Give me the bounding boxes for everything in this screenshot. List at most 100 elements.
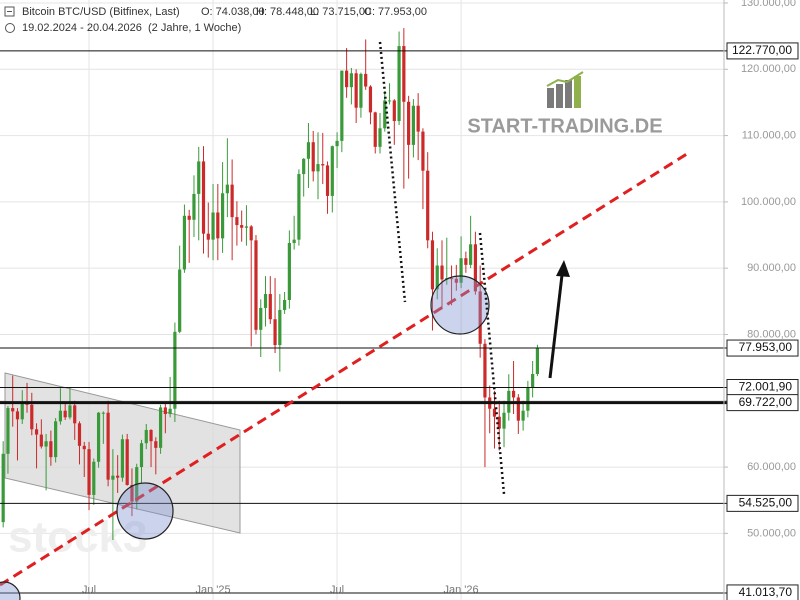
candle-body [402, 46, 406, 102]
x-tick-label: Jan '25 [195, 584, 230, 596]
candle-body [168, 408, 172, 415]
candle-body [392, 100, 396, 121]
candle [259, 299, 263, 358]
candle-body [473, 244, 477, 292]
highlight-circle [116, 482, 174, 540]
candle [77, 421, 82, 465]
candle-body [96, 412, 101, 462]
candle-body [20, 402, 24, 420]
candle [507, 374, 511, 421]
candle [278, 294, 282, 372]
candle-body [483, 343, 487, 398]
candle [397, 31, 401, 125]
candle [349, 67, 353, 105]
candle-body [163, 407, 167, 415]
candle [235, 201, 239, 246]
candle-body [426, 170, 430, 241]
candle [101, 411, 105, 444]
candle [182, 204, 187, 273]
level-label: 54.525,00 [739, 496, 793, 510]
candle [268, 276, 272, 324]
candle-body [116, 475, 120, 478]
candle-body [440, 265, 444, 280]
candle-body [373, 112, 377, 147]
candle-body [259, 307, 263, 330]
candle-body [178, 269, 182, 332]
y-tick-label: 120.000,00 [741, 63, 796, 75]
candle [254, 235, 258, 335]
candle [340, 70, 344, 153]
candle [378, 113, 382, 154]
candle [287, 230, 291, 309]
candle [440, 240, 444, 310]
stat: C: 77.953,00 [364, 6, 427, 18]
candle-body [268, 294, 272, 320]
candle-body [321, 164, 325, 166]
candle [154, 437, 158, 475]
candle-body [435, 265, 439, 290]
candle-body [459, 258, 463, 283]
candle-body [244, 226, 249, 228]
clock-icon [5, 23, 15, 33]
candle-body [306, 142, 311, 159]
candle-body [464, 258, 468, 265]
candle-body [201, 161, 206, 234]
candle-body [421, 131, 425, 171]
candle [335, 132, 339, 169]
subtitle: 19.02.2024 - 20.04.2026 (2 Jahre, 1 Woch… [22, 22, 241, 34]
candle-body [197, 161, 201, 194]
candle-body [302, 158, 306, 175]
candle-body [521, 410, 525, 421]
candle-body [297, 174, 301, 240]
candle [263, 276, 268, 327]
level-label: 77.953,00 [739, 340, 793, 354]
candle [225, 138, 229, 218]
candle-body [63, 410, 67, 418]
candle [130, 468, 134, 517]
candle [354, 69, 358, 123]
candle [454, 264, 458, 291]
candle-body [292, 239, 296, 243]
candle [11, 375, 15, 427]
candle [173, 322, 177, 422]
candle [192, 175, 196, 238]
candle-body [11, 408, 15, 412]
y-tick-label: 90.000,00 [747, 262, 796, 274]
candle [502, 400, 506, 448]
candle-body [411, 105, 415, 145]
candle-body [139, 443, 144, 468]
candle [521, 400, 525, 431]
header: Bitcoin BTC/USD (Bitfinex, Last) O: 74.0… [4, 6, 427, 34]
candle [230, 159, 234, 261]
candle-body [240, 225, 244, 228]
candle [34, 423, 39, 469]
candle [411, 99, 415, 158]
candle [120, 434, 125, 482]
candle-body [49, 441, 53, 458]
candle [211, 183, 215, 261]
candle-body [92, 461, 96, 495]
candle [106, 400, 110, 487]
y-tick-label: 130.000,00 [741, 0, 796, 9]
candle-body [535, 348, 540, 375]
candle [73, 400, 77, 440]
y-tick-label: 50.000,00 [747, 527, 796, 539]
candle-body [34, 429, 39, 435]
candle [92, 458, 96, 505]
candle-body [287, 242, 291, 300]
candle [201, 146, 206, 254]
candle [359, 72, 363, 118]
candle [402, 28, 406, 189]
candle [58, 388, 63, 425]
level-label: 41.013,70 [739, 585, 793, 599]
candle [426, 152, 430, 249]
candle-body [526, 387, 530, 411]
candle-body [469, 244, 473, 265]
candle-body [211, 212, 215, 240]
candle-body [311, 142, 315, 172]
y-tick-label: 110.000,00 [742, 129, 796, 141]
candle [197, 146, 201, 241]
candle [435, 248, 439, 300]
candle-body [368, 86, 373, 113]
